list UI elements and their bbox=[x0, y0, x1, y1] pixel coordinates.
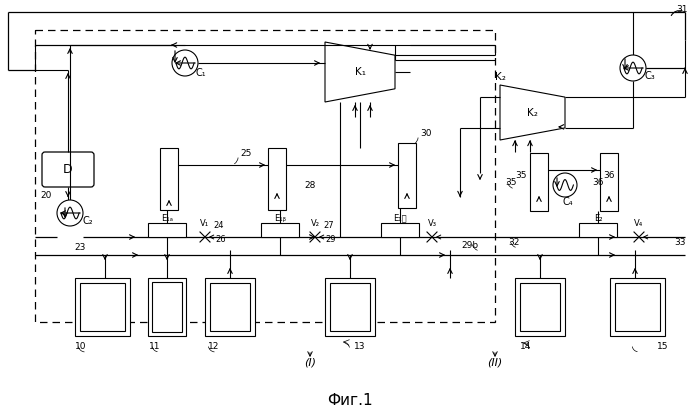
Text: 33: 33 bbox=[675, 237, 686, 247]
Text: V₁: V₁ bbox=[201, 219, 210, 227]
Bar bbox=[530, 153, 548, 211]
Text: 24: 24 bbox=[214, 220, 224, 229]
Circle shape bbox=[57, 200, 83, 226]
Bar bbox=[152, 282, 182, 332]
Bar bbox=[515, 278, 565, 336]
Text: 13: 13 bbox=[354, 342, 366, 351]
Text: K₂: K₂ bbox=[527, 107, 538, 117]
Bar bbox=[579, 223, 617, 237]
Text: 32: 32 bbox=[508, 237, 519, 247]
Text: C₂: C₂ bbox=[82, 216, 93, 226]
Bar bbox=[210, 283, 250, 331]
FancyBboxPatch shape bbox=[42, 152, 94, 187]
Text: 11: 11 bbox=[150, 342, 161, 351]
Text: C₁: C₁ bbox=[196, 68, 206, 78]
Text: 15: 15 bbox=[656, 342, 668, 351]
Text: 36: 36 bbox=[603, 171, 614, 180]
Text: 25: 25 bbox=[240, 149, 252, 158]
Text: C₃: C₃ bbox=[644, 71, 656, 81]
Bar bbox=[35, 30, 495, 322]
Text: 26: 26 bbox=[216, 234, 226, 244]
Text: E₁ᵦ: E₁ᵦ bbox=[274, 213, 286, 222]
Bar bbox=[75, 278, 130, 336]
Bar bbox=[160, 148, 178, 210]
Bar bbox=[261, 223, 299, 237]
Bar bbox=[398, 143, 416, 208]
Text: (II): (II) bbox=[487, 357, 503, 367]
Bar bbox=[330, 283, 370, 331]
Bar bbox=[148, 278, 186, 336]
Bar bbox=[600, 153, 618, 211]
Text: 29b: 29b bbox=[461, 241, 479, 249]
Text: V₄: V₄ bbox=[635, 219, 644, 227]
Text: 27: 27 bbox=[324, 220, 334, 229]
Text: 12: 12 bbox=[208, 342, 219, 351]
Text: 31: 31 bbox=[676, 5, 688, 15]
Text: (I): (I) bbox=[304, 357, 316, 367]
Text: 23: 23 bbox=[74, 242, 86, 251]
Text: V₂: V₂ bbox=[310, 219, 319, 227]
Text: 36: 36 bbox=[592, 178, 604, 186]
Text: 29: 29 bbox=[326, 234, 336, 244]
Bar bbox=[610, 278, 665, 336]
Text: C₄: C₄ bbox=[563, 197, 573, 207]
Text: Фиг.1: Фиг.1 bbox=[326, 393, 373, 408]
Bar bbox=[325, 278, 375, 336]
Text: 14: 14 bbox=[520, 342, 531, 351]
Text: K₁: K₁ bbox=[354, 67, 366, 77]
Circle shape bbox=[620, 55, 646, 81]
Text: V₃: V₃ bbox=[428, 219, 436, 227]
Text: 10: 10 bbox=[75, 342, 87, 351]
Bar bbox=[205, 278, 255, 336]
Text: E₁ₐ: E₁ₐ bbox=[161, 213, 173, 222]
Bar bbox=[381, 223, 419, 237]
Bar bbox=[80, 283, 125, 331]
Text: E₁꜀: E₁꜀ bbox=[393, 213, 407, 222]
Text: K₂: K₂ bbox=[495, 72, 505, 82]
Text: D: D bbox=[63, 163, 73, 176]
Text: 20: 20 bbox=[41, 190, 52, 200]
Bar bbox=[520, 283, 560, 331]
Text: E₂: E₂ bbox=[593, 213, 603, 222]
Bar bbox=[148, 223, 186, 237]
Bar bbox=[615, 283, 660, 331]
Circle shape bbox=[172, 50, 198, 76]
Text: 35: 35 bbox=[515, 171, 527, 180]
Text: 30: 30 bbox=[420, 129, 431, 137]
Text: 35: 35 bbox=[505, 178, 517, 186]
Circle shape bbox=[553, 173, 577, 197]
Bar bbox=[268, 148, 286, 210]
Text: 28: 28 bbox=[304, 181, 316, 190]
